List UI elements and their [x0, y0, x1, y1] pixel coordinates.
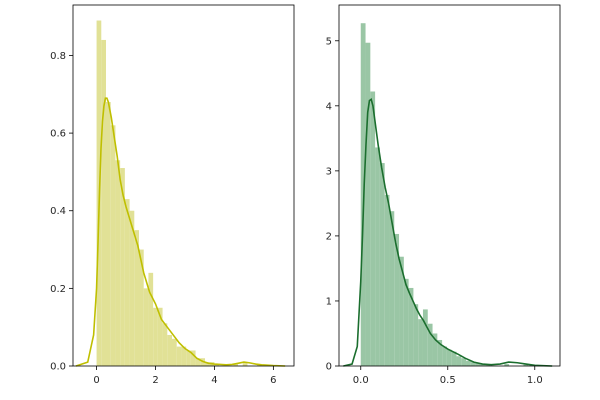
histogram-bar: [451, 351, 457, 366]
histogram-bar: [233, 364, 239, 366]
histogram-panel-left: 0 2 4 6 0.0 0.2 0.4 0.6 0.8: [50, 4, 295, 386]
axes-frame: [338, 4, 561, 367]
y-tick-label: 0: [326, 362, 332, 373]
histogram-bar: [389, 211, 395, 366]
histogram-bar: [413, 304, 419, 366]
histogram-bar: [134, 230, 139, 366]
y-tick-label: 1: [326, 296, 332, 307]
histogram-bar: [470, 362, 476, 366]
histogram-bar: [403, 278, 409, 366]
histogram-bar: [422, 309, 428, 366]
kde-curve: [75, 97, 286, 367]
x-tick-label: 4: [211, 375, 217, 386]
histogram-bar: [394, 233, 400, 366]
histogram-bar: [172, 338, 177, 366]
histogram-bar: [408, 287, 414, 366]
histogram-bar: [384, 194, 390, 366]
histogram-bar: [418, 319, 423, 366]
histogram-bar: [186, 350, 191, 366]
histogram-panel-right: 0.0 0.5 1.0 0 1 2 3 4 5: [326, 4, 561, 386]
y-tick-label: 0.4: [50, 206, 66, 217]
histogram-bar: [485, 364, 490, 366]
histogram-bar: [504, 364, 510, 366]
histogram-bar: [143, 288, 149, 366]
y-tick-label: 4: [326, 101, 332, 112]
histogram-bar: [181, 346, 187, 366]
histogram-bar: [466, 360, 471, 366]
histogram-bar: [523, 364, 529, 366]
x-tick-label: 1.0: [527, 375, 543, 386]
y-tick-label: 0.6: [50, 129, 66, 140]
histogram-bar: [110, 125, 116, 366]
histogram-bar: [427, 323, 433, 366]
histogram-bar: [167, 334, 172, 366]
x-tick-label: 2: [152, 375, 158, 386]
histogram-bar: [124, 199, 130, 366]
kde-curve: [343, 97, 553, 367]
histogram-bar: [379, 163, 385, 366]
histogram-bar: [442, 346, 447, 366]
histogram-bar: [176, 346, 182, 366]
histogram-bar: [214, 364, 220, 366]
histogram-bar: [446, 349, 452, 366]
y-tick-label: 0.8: [50, 51, 66, 62]
histogram-bar: [162, 323, 168, 366]
x-tick-label: 0: [93, 375, 99, 386]
y-tick-label: 0.2: [50, 284, 66, 295]
y-tick-label: 0.0: [50, 362, 66, 373]
histogram-bar: [153, 307, 158, 366]
x-tick-label: 6: [270, 375, 276, 386]
histogram-bar: [242, 362, 248, 366]
histogram-bar: [475, 363, 481, 366]
histogram-bar: [370, 91, 376, 366]
histogram-bar: [432, 333, 438, 366]
histogram-bar: [195, 358, 201, 366]
histogram-bar: [139, 249, 144, 366]
y-tick-label: 2: [326, 231, 332, 242]
histogram-bar: [148, 272, 154, 366]
histogram-bar: [365, 42, 371, 366]
y-tick-label: 3: [326, 166, 332, 177]
histogram-bar: [129, 210, 135, 366]
y-tick-label: 5: [326, 36, 332, 47]
histogram-bar: [157, 307, 163, 366]
x-tick-label: 0.5: [440, 375, 456, 386]
histogram-bar: [101, 39, 106, 366]
histogram-bar: [115, 160, 121, 366]
histogram-bar: [190, 350, 196, 366]
histogram-bar: [375, 147, 380, 366]
histogram-bar: [480, 364, 486, 366]
histogram-bar: [399, 256, 404, 366]
histogram-bar: [456, 356, 462, 366]
histogram-bar: [205, 362, 210, 366]
histogram-bar: [437, 339, 443, 366]
axes-frame: [72, 4, 295, 367]
histogram-bar: [461, 358, 467, 366]
histogram-bar: [120, 168, 125, 366]
x-tick-label: 0.0: [353, 375, 369, 386]
histogram-bar: [106, 102, 111, 366]
